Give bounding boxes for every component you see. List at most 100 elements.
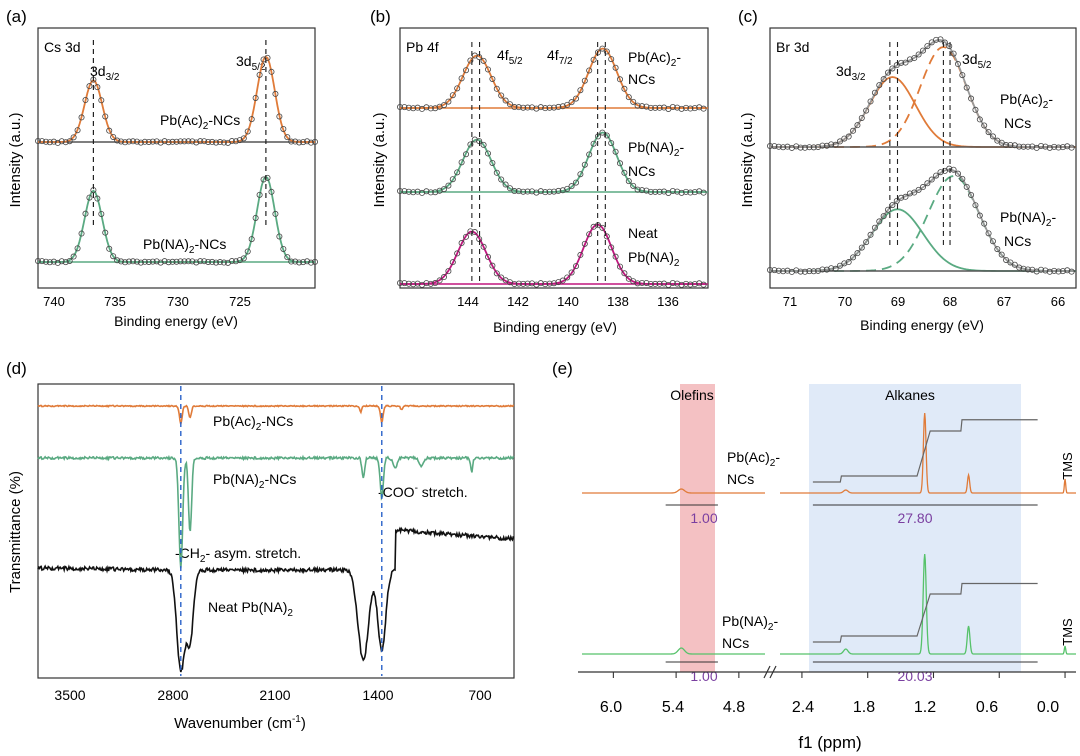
b-trace2-point: [586, 151, 593, 158]
c-t2-point: [771, 267, 778, 274]
b-trace1-point: [515, 104, 522, 111]
b-trace2-point: [669, 188, 676, 195]
b-trace1-point: [590, 56, 597, 63]
b-trace1-point: [502, 97, 509, 104]
panel-b-xtick: 138: [607, 294, 629, 309]
b-trace3-point: [546, 280, 553, 287]
b-trace1-point: [414, 104, 421, 111]
b-trace1-point: [687, 105, 694, 112]
b-trace3-point: [445, 268, 452, 275]
b-trace2-point: [467, 141, 474, 148]
b-trace3-point: [577, 251, 584, 258]
c-t1-point: [832, 141, 839, 148]
a-trace1-point: [240, 135, 247, 142]
b-trace1-point: [533, 105, 540, 112]
panel-b-xtick: 136: [657, 294, 679, 309]
b-trace1-point: [599, 45, 606, 52]
c-t1-point: [1046, 144, 1053, 151]
a-trace2-point: [153, 258, 160, 265]
a-trace1-point: [213, 139, 220, 146]
c-t1-point: [867, 98, 874, 105]
a-trace1-point: [161, 138, 168, 145]
a-trace1-point: [300, 139, 307, 146]
a-trace2-point: [213, 259, 220, 266]
b-trace1-point: [625, 94, 632, 101]
b-trace3-point: [423, 280, 430, 287]
b-trace3-point: [608, 244, 615, 251]
a-trace1-point: [86, 83, 93, 90]
b-trace3-point: [639, 279, 646, 286]
a-trace1-point: [232, 138, 239, 145]
a-trace2-point: [248, 236, 255, 243]
b-trace2-point: [502, 181, 509, 188]
b-trace2-point: [603, 132, 610, 139]
c-t1-point: [1003, 142, 1010, 149]
a-trace1-point: [102, 113, 109, 120]
c-t1-point: [1068, 144, 1075, 151]
a-trace2-point: [98, 210, 105, 217]
b-trace3-point: [432, 280, 439, 287]
a-trace2-point: [149, 258, 156, 265]
b-trace1-point: [661, 104, 668, 111]
a-trace1-point: [220, 139, 227, 146]
b-trace1-point: [639, 103, 646, 110]
c-t1-point: [797, 144, 804, 151]
a-trace2-point: [240, 255, 247, 262]
a-trace1-point: [264, 54, 271, 61]
c-t1-point: [968, 95, 975, 102]
a-trace1-point: [126, 138, 133, 145]
alkane-region-label: Alkanes: [885, 387, 935, 403]
c-t2-point: [989, 238, 996, 245]
b-trace1-point: [608, 56, 615, 63]
panel-a-ylabel: Intensity (a.u.): [7, 112, 24, 207]
panel-e-xticks: 6.0 5.4 4.8 2.4 1.8 1.2 0.6 0.0: [600, 699, 1059, 716]
b-trace2-point: [489, 159, 496, 166]
d-trace3-line: [37, 526, 515, 673]
panel-c-peak2: 3d5/2: [962, 51, 992, 71]
a-trace2-point: [86, 194, 93, 201]
panel-c: (c) Br 3d 3d3/2 3d5/2 Pb(Ac)2- NCs Pb(NA…: [738, 7, 1077, 333]
b-trace3-point: [674, 280, 681, 287]
c-t2-point: [1051, 267, 1058, 274]
c-t2-point: [784, 267, 791, 274]
b-trace2-point: [449, 176, 456, 183]
c-t1-point: [771, 143, 778, 150]
integral-alkane-bottom: 20.03: [897, 668, 932, 684]
b-trace2-point: [643, 187, 650, 194]
a-trace2-point: [300, 259, 307, 266]
a-trace1-point: [66, 138, 73, 145]
b-trace1-point: [462, 67, 469, 74]
e-trace1-seg1: [780, 412, 1076, 494]
a-trace1-point: [185, 138, 192, 145]
b-trace1-point: [449, 92, 456, 99]
a-trace2-point: [54, 259, 61, 266]
b-trace3-point: [529, 280, 536, 287]
c-t1-point: [810, 144, 817, 151]
c-t1-point: [924, 43, 931, 50]
b-trace2-point: [700, 189, 707, 196]
b-trace1-point: [467, 57, 474, 64]
a-trace1-point: [193, 139, 200, 146]
b-trace1-point: [445, 98, 452, 105]
c-t2-point: [1011, 261, 1018, 268]
a-trace1-point: [106, 127, 113, 134]
c-t1-point: [902, 59, 909, 66]
b-trace1-point: [700, 105, 707, 112]
c-t1-point: [1011, 142, 1018, 149]
panel-e-xtick: 2.4: [792, 699, 814, 716]
alkane-region: [809, 384, 1021, 672]
c-t2-point: [933, 172, 940, 179]
b-trace1-point: [546, 104, 553, 111]
panel-b-xlabel: Binding energy (eV): [493, 319, 617, 335]
c-t1-point: [836, 138, 843, 145]
panel-a-peak2: 3d5/2: [236, 53, 266, 73]
panel-b-trace1-label-2: NCs: [628, 71, 655, 87]
panel-b-label: (b): [370, 7, 391, 26]
a-trace2-point: [220, 259, 227, 266]
c-t1-point: [963, 84, 970, 91]
c-t2-point: [832, 265, 839, 272]
c-t1-point: [1016, 143, 1023, 150]
b-trace1-point: [678, 105, 685, 112]
b-trace2-point: [555, 187, 562, 194]
c-t1-point: [937, 36, 944, 43]
